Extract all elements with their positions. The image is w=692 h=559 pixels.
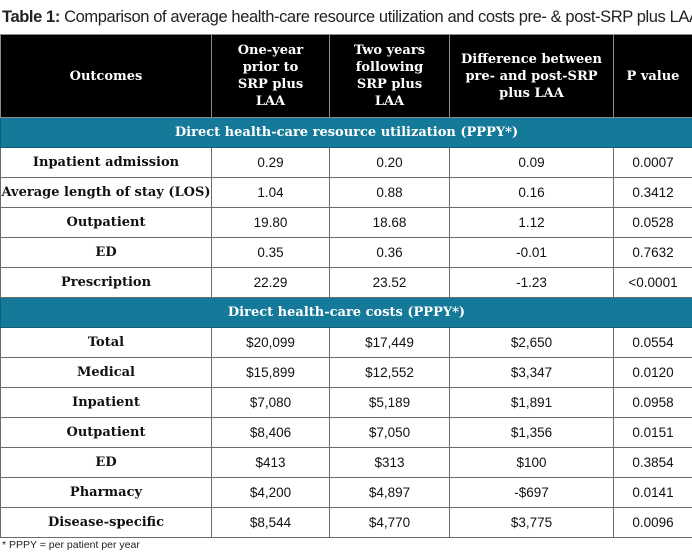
table-cell: $313: [329, 447, 450, 478]
header-p-value: P value: [613, 34, 692, 118]
row-label: Pharmacy: [0, 477, 212, 508]
row-label: Prescription: [0, 267, 212, 298]
table-cell: 0.0958: [613, 387, 692, 418]
table-header: Outcomes One-year prior to SRP plus LAA …: [0, 34, 692, 118]
table-cell: 0.3412: [613, 177, 692, 208]
row-label: Outpatient: [0, 417, 212, 448]
table-cell: $413: [211, 447, 330, 478]
table-row: Prescription 22.29 23.52 -1.23 <0.0001: [0, 267, 692, 298]
table-cell: -$697: [449, 477, 614, 508]
table-cell: 0.09: [449, 147, 614, 178]
table-cell: $1,891: [449, 387, 614, 418]
table-cell: $8,406: [211, 417, 330, 448]
table-cell: 0.0007: [613, 147, 692, 178]
table-row: Outpatient 19.80 18.68 1.12 0.0528: [0, 207, 692, 238]
table-row: Pharmacy $4,200 $4,897 -$697 0.0141: [0, 477, 692, 508]
table-cell: 22.29: [211, 267, 330, 298]
table-cell: 0.20: [329, 147, 450, 178]
table-body: Direct health-care resource utilization …: [0, 117, 692, 538]
table-title-label: Table 1:: [2, 8, 60, 26]
row-label: Disease-specific: [0, 507, 212, 538]
table-cell: $3,347: [449, 357, 614, 388]
table-row: Inpatient $7,080 $5,189 $1,891 0.0958: [0, 387, 692, 418]
table-cell: $2,650: [449, 327, 614, 358]
header-one-year-prior: One-year prior to SRP plus LAA: [211, 34, 330, 118]
table-cell: $4,770: [329, 507, 450, 538]
table-cell: 0.88: [329, 177, 450, 208]
row-label: Total: [0, 327, 212, 358]
row-label: Inpatient: [0, 387, 212, 418]
row-label: Inpatient admission: [0, 147, 212, 178]
table-cell: $4,897: [329, 477, 450, 508]
table-row: ED $413 $313 $100 0.3854: [0, 447, 692, 478]
footnote: * PPPY = per patient per year: [2, 539, 140, 551]
table-cell: 0.0528: [613, 207, 692, 238]
table-row: ED 0.35 0.36 -0.01 0.7632: [0, 237, 692, 268]
table-cell: $100: [449, 447, 614, 478]
table-cell: $1,356: [449, 417, 614, 448]
header-outcomes: Outcomes: [0, 34, 212, 118]
row-label: Medical: [0, 357, 212, 388]
table-row: Average length of stay (LOS) 1.04 0.88 0.16…: [0, 177, 692, 208]
table-row: Medical $15,899 $12,552 $3,347 0.0120: [0, 357, 692, 388]
table-cell: $4,200: [211, 477, 330, 508]
table-title-text: Comparison of average health-care resour…: [64, 8, 692, 26]
header-row: Outcomes One-year prior to SRP plus LAA …: [0, 34, 692, 118]
table-cell: -1.23: [449, 267, 614, 298]
table-cell: <0.0001: [613, 267, 692, 298]
table-cell: 0.0151: [613, 417, 692, 448]
section-row: Direct health-care costs (PPPY*): [0, 297, 692, 328]
table-cell: $3,775: [449, 507, 614, 538]
row-label: Outpatient: [0, 207, 212, 238]
section-heading: Direct health-care resource utilization …: [0, 117, 692, 148]
table-cell: 0.29: [211, 147, 330, 178]
table-cell: 18.68: [329, 207, 450, 238]
table-cell: 0.7632: [613, 237, 692, 268]
table-title: Table 1: Comparison of average health-ca…: [2, 0, 692, 34]
table-cell: 0.35: [211, 237, 330, 268]
comparison-table: Outcomes One-year prior to SRP plus LAA …: [0, 34, 692, 538]
table-cell: 23.52: [329, 267, 450, 298]
header-difference: Difference between pre- and post-SRP plu…: [449, 34, 614, 118]
table-cell: $12,552: [329, 357, 450, 388]
table-cell: 1.12: [449, 207, 614, 238]
table-cell: 0.36: [329, 237, 450, 268]
table-cell: 0.3854: [613, 447, 692, 478]
header-two-years-following: Two years following SRP plus LAA: [329, 34, 450, 118]
table-row: Outpatient $8,406 $7,050 $1,356 0.0151: [0, 417, 692, 448]
table-cell: $5,189: [329, 387, 450, 418]
row-label: Average length of stay (LOS): [0, 177, 212, 208]
table-cell: 19.80: [211, 207, 330, 238]
row-label: ED: [0, 237, 212, 268]
table-cell: $17,449: [329, 327, 450, 358]
table-cell: $15,899: [211, 357, 330, 388]
table-cell: 0.0120: [613, 357, 692, 388]
table-cell: $8,544: [211, 507, 330, 538]
section-row: Direct health-care resource utilization …: [0, 117, 692, 148]
section-heading: Direct health-care costs (PPPY*): [0, 297, 692, 328]
table-cell: $7,080: [211, 387, 330, 418]
table-row: Total $20,099 $17,449 $2,650 0.0554: [0, 327, 692, 358]
row-label: ED: [0, 447, 212, 478]
table-cell: 0.16: [449, 177, 614, 208]
table-cell: 0.0141: [613, 477, 692, 508]
table-cell: 0.0096: [613, 507, 692, 538]
table-row: Inpatient admission 0.29 0.20 0.09 0.0007: [0, 147, 692, 178]
table-cell: 1.04: [211, 177, 330, 208]
table-cell: 0.0554: [613, 327, 692, 358]
table-row: Disease-specific $8,544 $4,770 $3,775 0.0096: [0, 507, 692, 538]
table-cell: $20,099: [211, 327, 330, 358]
table-cell: -0.01: [449, 237, 614, 268]
table-cell: $7,050: [329, 417, 450, 448]
